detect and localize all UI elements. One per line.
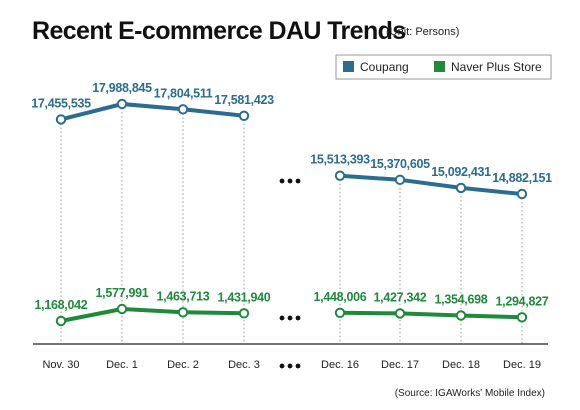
naver-point-5 [394, 308, 406, 319]
naver-line-segment-1 [338, 310, 524, 320]
coupang-value-label-5: 15,370,605 [370, 157, 430, 171]
naver-value-label-7: 1,294,827 [496, 294, 549, 308]
naver-point-7 [516, 312, 528, 323]
naver-point-6 [455, 310, 467, 321]
naver-value-label-1: 1,577,991 [96, 286, 149, 300]
x-tick-labels: Nov. 30 Dec. 1 Dec. 2 Dec. 3 Dec. 16 Dec. 17 D… [42, 359, 541, 371]
legend-label-naver: Naver Plus Store [451, 60, 542, 74]
coupang-point-0 [55, 114, 67, 125]
x-tick-label-1: Dec. 1 [106, 359, 138, 371]
legend-label-coupang: Coupang [360, 60, 409, 74]
legend: Coupang Naver Plus Store [335, 54, 552, 80]
coupang-point-5 [394, 174, 406, 186]
coupang-line-segment-1 [338, 173, 524, 196]
naver-point-0 [55, 315, 67, 327]
legend-swatch-naver [434, 61, 445, 72]
coupang-point-3 [238, 110, 250, 122]
naver-point-3 [238, 308, 250, 319]
gap-ellipsis [279, 178, 301, 369]
series-lines [59, 102, 524, 323]
coupang-value-label-4: 15,513,393 [310, 153, 370, 167]
naver-value-label-5: 1,427,342 [374, 290, 427, 304]
x-tick-label-6: Dec. 18 [442, 359, 480, 371]
coupang-value-label-3: 17,581,423 [214, 93, 274, 107]
gap-dot [287, 315, 293, 321]
coupang-point-2 [177, 104, 189, 115]
naver-point-2 [177, 307, 189, 318]
gap-dot [295, 315, 301, 321]
source-note: (Source: IGAWorks' Mobile Index) [395, 388, 545, 399]
coupang-point-4 [334, 170, 346, 181]
legend-swatch-coupang [343, 61, 354, 72]
naver-value-label-6: 1,354,698 [435, 293, 488, 307]
series-points [55, 98, 528, 327]
gap-dot [295, 178, 301, 184]
unit-note: (Unit: Persons) [386, 26, 459, 38]
x-tick-label-4: Dec. 16 [321, 359, 359, 371]
x-tick-label-0: Nov. 30 [42, 359, 79, 371]
gap-dot [295, 363, 301, 369]
naver-point-1 [116, 303, 128, 315]
x-tick-label-2: Dec. 2 [167, 359, 199, 371]
coupang-value-label-0: 17,455,535 [31, 96, 91, 110]
coupang-line-segment-0 [59, 102, 246, 122]
naver-value-label-0: 1,168,042 [35, 298, 88, 312]
chart-title: Recent E-commerce DAU Trends [32, 17, 406, 45]
coupang-point-7 [516, 188, 528, 200]
coupang-value-label-7: 14,882,151 [492, 171, 552, 185]
gap-dot [287, 178, 293, 184]
naver-line-segment-0 [59, 307, 246, 323]
x-tick-label-5: Dec. 17 [381, 359, 419, 371]
naver-value-label-2: 1,463,713 [157, 289, 210, 303]
x-tick-label-7: Dec. 19 [503, 359, 541, 371]
gap-dot [279, 315, 285, 321]
naver-point-4 [334, 307, 346, 318]
x-tick-label-3: Dec. 3 [228, 359, 260, 371]
gap-dot [279, 178, 285, 184]
coupang-point-1 [116, 98, 128, 110]
gap-dot [279, 363, 285, 369]
naver-value-label-3: 1,431,940 [218, 290, 271, 304]
coupang-point-6 [455, 182, 467, 194]
coupang-value-label-2: 17,804,511 [154, 86, 213, 100]
coupang-value-label-6: 15,092,431 [431, 165, 491, 179]
gap-dot [287, 363, 293, 369]
naver-value-label-4: 1,448,006 [314, 290, 367, 304]
coupang-value-label-1: 17,988,845 [92, 81, 152, 95]
